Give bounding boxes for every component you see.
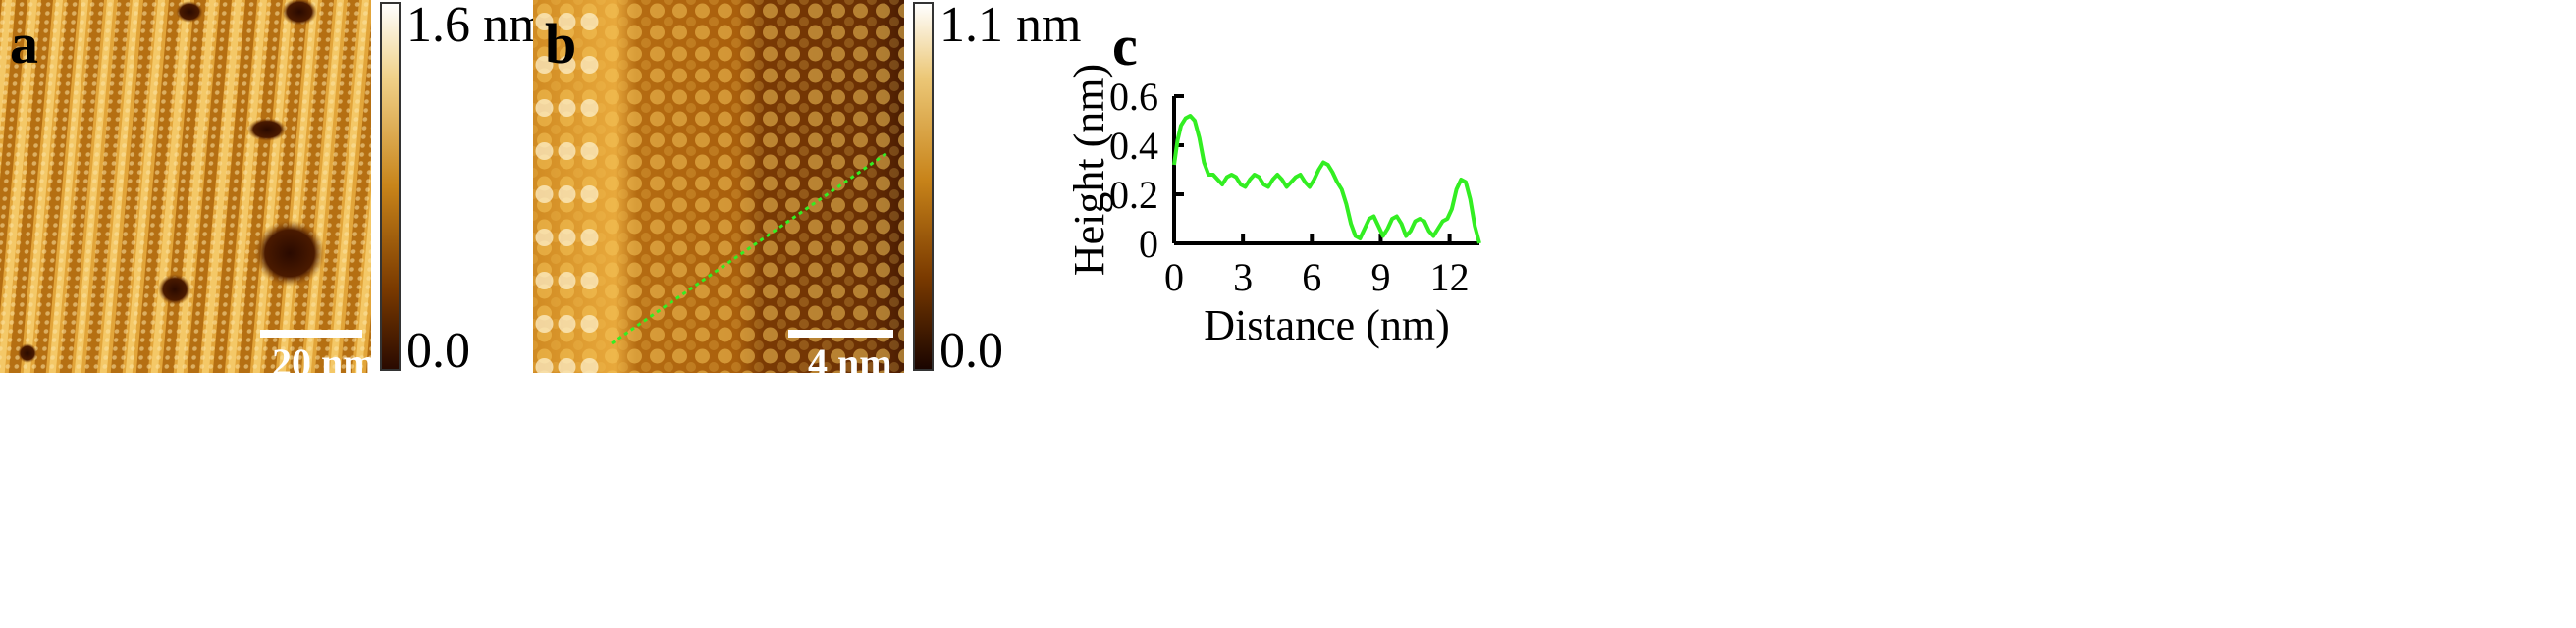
y-tick-label: 0.6 <box>1109 75 1158 119</box>
scale-bar-a <box>260 330 362 338</box>
colorbar-b-min: 0.0 <box>939 323 1003 379</box>
colorbar-a <box>380 2 401 371</box>
stm-topography-a <box>0 0 371 373</box>
x-tick-label: 12 <box>1430 255 1470 299</box>
stm-image-b: 4 nm <box>533 0 904 373</box>
scale-bar-label-a: 20 nm <box>272 340 371 374</box>
colorbar-a-min: 0.0 <box>406 323 470 379</box>
y-tick-label: 0 <box>1139 222 1158 266</box>
colorbar-b-max: 1.1 nm <box>939 0 1082 53</box>
x-axis-label: Distance (nm) <box>1204 301 1449 349</box>
y-tick-label: 0.2 <box>1109 173 1158 217</box>
panel-label-a: a <box>10 12 38 76</box>
scale-bar-b <box>788 330 893 338</box>
stm-topography-b <box>533 0 904 373</box>
colorbar-a-max: 1.6 nm <box>406 0 549 53</box>
x-tick-label: 0 <box>1164 255 1184 299</box>
x-tick-label: 9 <box>1370 255 1390 299</box>
panel-label-b: b <box>545 12 577 76</box>
y-axis-label: Height (nm) <box>1065 64 1113 276</box>
colorbar-b <box>913 2 934 371</box>
x-tick-label: 3 <box>1233 255 1253 299</box>
scale-bar-label-b: 4 nm <box>808 340 892 374</box>
chart-axes <box>1172 96 1479 245</box>
stm-image-a: 20 nm <box>0 0 371 373</box>
y-tick-label: 0.4 <box>1109 124 1158 168</box>
profile-series-line <box>1172 114 1481 244</box>
panel-label-c: c <box>1112 14 1138 78</box>
x-tick-label: 6 <box>1302 255 1321 299</box>
profile-line-marker <box>611 150 889 345</box>
